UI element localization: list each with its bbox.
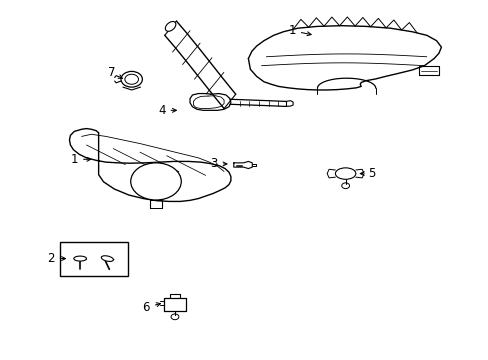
Ellipse shape bbox=[101, 256, 113, 261]
Text: 1: 1 bbox=[288, 24, 310, 37]
Ellipse shape bbox=[165, 22, 176, 31]
Ellipse shape bbox=[335, 168, 355, 179]
Text: 7: 7 bbox=[108, 66, 122, 79]
Text: 1: 1 bbox=[70, 153, 91, 166]
Ellipse shape bbox=[74, 256, 86, 261]
Text: 6: 6 bbox=[142, 301, 160, 314]
Text: 4: 4 bbox=[158, 104, 176, 117]
Text: 3: 3 bbox=[210, 157, 226, 170]
Text: 2: 2 bbox=[47, 252, 65, 265]
Text: 5: 5 bbox=[360, 167, 375, 180]
Circle shape bbox=[130, 163, 181, 200]
Bar bbox=[60, 242, 127, 276]
